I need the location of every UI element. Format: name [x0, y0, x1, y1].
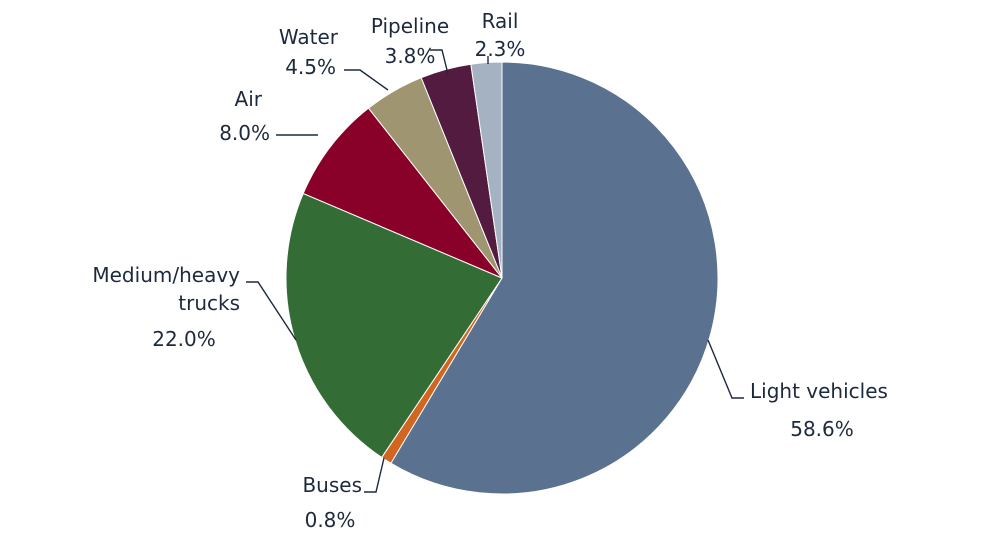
- slice-percent-water: 4.5%: [285, 55, 336, 79]
- slice-percent-pipeline: 3.8%: [385, 44, 436, 68]
- leader-line-pipeline: [430, 49, 449, 75]
- slice-label-water: Water: [279, 25, 339, 49]
- slice-label-buses: Buses: [302, 473, 362, 497]
- slice-label-air: Air: [235, 87, 263, 111]
- leader-line-buses: [364, 457, 385, 493]
- pie-slice-rail: [470, 61, 503, 279]
- pie-slice-light-vehicles: [390, 61, 719, 495]
- slice-label-pipeline: Pipeline: [371, 14, 449, 38]
- leader-line-water: [344, 69, 389, 91]
- slice-percent-air: 8.0%: [219, 121, 270, 145]
- pie-slice-air: [302, 107, 503, 279]
- leader-line-medium-heavy-trucks: [246, 281, 297, 341]
- slice-percent-buses: 0.8%: [305, 508, 356, 532]
- slice-percent-medium-heavy-trucks: 22.0%: [152, 327, 216, 351]
- leader-line-light-vehicles: [707, 339, 744, 399]
- slice-label-medium-heavy-trucks: Medium/heavy trucks: [92, 263, 240, 315]
- slice-percent-light-vehicles: 58.6%: [790, 417, 854, 441]
- slice-label-light-vehicles: Light vehicles: [750, 379, 888, 403]
- pie-slices: [285, 61, 719, 495]
- slice-percent-rail: 2.3%: [475, 37, 526, 61]
- slice-label-rail: Rail: [482, 9, 519, 33]
- pie-labels: Light vehicles 58.6% Buses 0.8% Medium/heavy…: [92, 9, 888, 532]
